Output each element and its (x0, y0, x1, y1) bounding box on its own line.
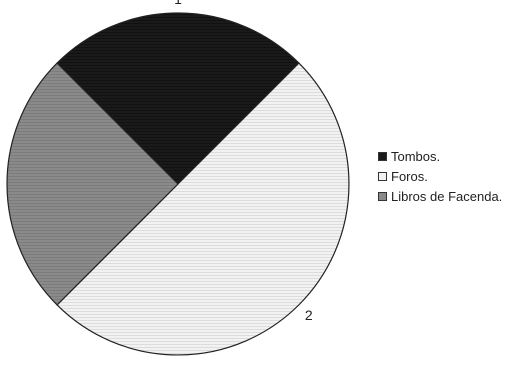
pie-slice-foros (56, 62, 350, 356)
legend-item-foros: Foros. (378, 166, 502, 186)
legend-swatch-foros (378, 171, 387, 181)
legend-item-libros: Libros de Facenda. (378, 186, 502, 206)
legend-swatch-tombos (378, 151, 387, 161)
legend-label-tombos: Tombos. (391, 148, 441, 164)
pie-slice-tombos (56, 12, 300, 185)
legend-item-tombos: Tombos. (378, 146, 502, 166)
legend-label-foros: Foros. (391, 168, 428, 184)
legend: Tombos. Foros. Libros de Facenda. (378, 146, 502, 206)
pie-slice-libros (6, 62, 179, 306)
data-label-foros: 2 (305, 307, 313, 323)
legend-label-libros: Libros de Facenda. (391, 188, 503, 204)
legend-swatch-libros (378, 191, 387, 201)
data-label-tombos: 1 (174, 0, 182, 7)
